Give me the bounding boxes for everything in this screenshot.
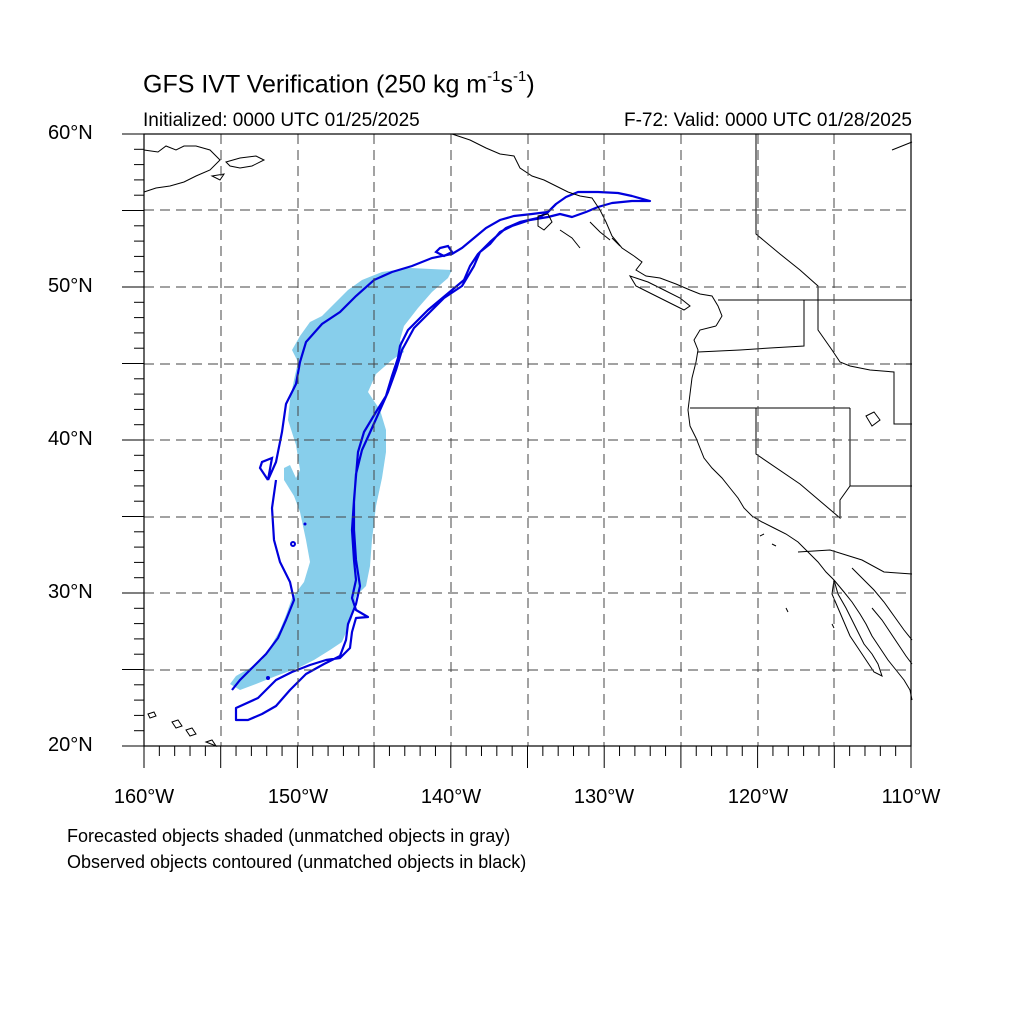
chart-title: GFS IVT Verification (250 kg m-1s-1): [143, 68, 535, 99]
hawaii-islands: [147, 711, 218, 748]
baja-peninsula: [831, 579, 883, 677]
observed-blob-3: [266, 676, 270, 680]
idaho-border: [817, 300, 912, 425]
alaska-coast: [143, 145, 221, 193]
initialized-label: Initialized: 0000 UTC 01/25/2025: [143, 110, 420, 131]
us-mexico-border: [797, 549, 913, 575]
gulf-of-california: [851, 567, 913, 641]
us-west-coast: [687, 325, 913, 701]
great-salt-lake: [865, 411, 881, 427]
forecast-object: [230, 268, 452, 690]
axis-ticks: [122, 133, 912, 768]
bc-alberta-border: [755, 134, 819, 300]
lat-label-20: 20°N: [48, 734, 93, 756]
alaska-island-2: [210, 173, 226, 181]
lat-label-50: 50°N: [48, 275, 93, 297]
footnote-observed: Observed objects contoured (unmatched ob…: [67, 852, 527, 872]
lat-label-60: 60°N: [48, 122, 93, 144]
lat-label-30: 30°N: [48, 581, 93, 603]
lon-label-130w: 130°W: [573, 786, 635, 808]
washington-oregon-border: [697, 300, 805, 353]
se-alaska-bc-coast: [451, 133, 723, 327]
observed-contour: [234, 190, 652, 722]
forecast-shading: [230, 268, 452, 690]
lon-label-150w: 150°W: [267, 786, 329, 808]
observed-blob-1: [290, 541, 296, 547]
lat-label-40: 40°N: [48, 428, 93, 450]
mainland-mexico-coast: [871, 607, 913, 665]
bc-inlets: [559, 221, 621, 249]
vancouver-island: [628, 275, 691, 311]
lon-label-160w: 160°W: [113, 786, 175, 808]
nw-coast-ne-alaska: [891, 141, 913, 151]
grid: [144, 134, 911, 746]
alaska-island-1: [225, 155, 266, 169]
footnote-forecast: Forecasted objects shaded (unmatched obj…: [67, 826, 511, 846]
channel-islands: [759, 533, 835, 629]
valid-time-label: F-72: Valid: 0000 UTC 01/28/2025: [624, 110, 912, 131]
lon-label-110w: 110°W: [881, 786, 941, 808]
lon-label-140w: 140°W: [420, 786, 482, 808]
lon-label-120w: 120°W: [727, 786, 789, 808]
observed-blob-2: [303, 522, 307, 526]
coastlines: [143, 133, 913, 748]
haida-gwaii: [537, 213, 553, 231]
